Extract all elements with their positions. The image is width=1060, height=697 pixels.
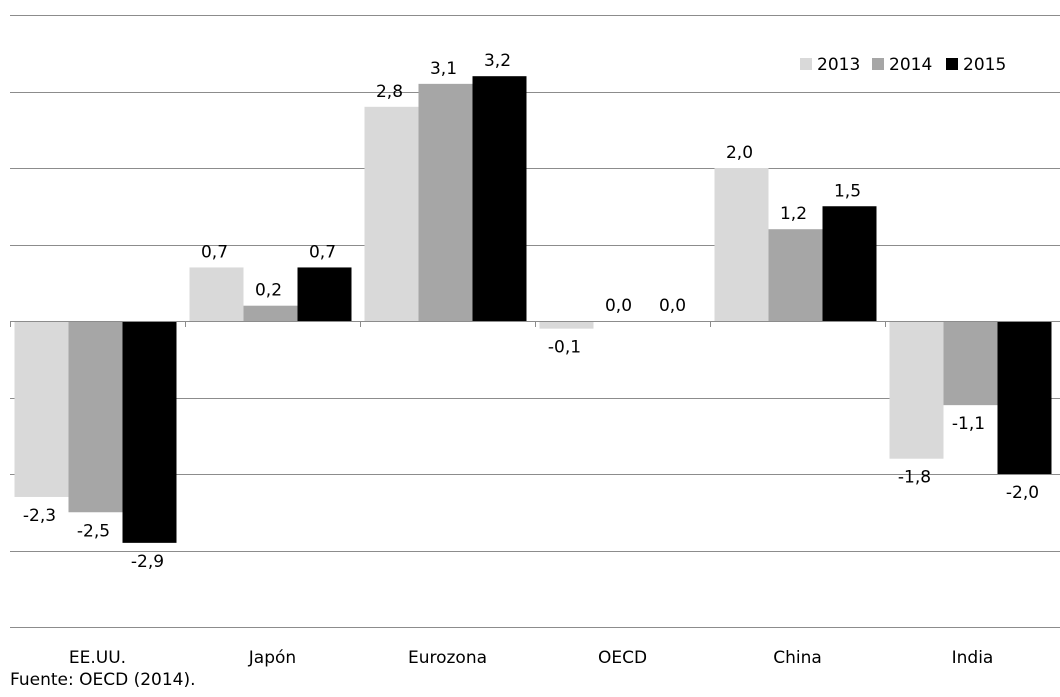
category-label: Japón bbox=[248, 648, 296, 668]
data-label: -2,5 bbox=[77, 521, 110, 541]
bar-2014-1 bbox=[243, 305, 298, 321]
legend-label-2015: 2015 bbox=[963, 55, 1006, 75]
data-label: -1,8 bbox=[898, 468, 931, 488]
bar-2014-5 bbox=[943, 321, 998, 406]
data-label: -1,1 bbox=[952, 414, 985, 434]
category-label: China bbox=[773, 648, 822, 668]
data-label: 0,0 bbox=[605, 296, 632, 316]
legend-label-2013: 2013 bbox=[817, 55, 860, 75]
legend-swatch-2015 bbox=[946, 58, 958, 70]
bar-2013-0 bbox=[14, 321, 69, 497]
data-label: 2,0 bbox=[726, 143, 753, 163]
data-label: 0,7 bbox=[309, 242, 336, 262]
legend-swatch-2013 bbox=[800, 58, 812, 70]
data-label: 1,2 bbox=[780, 204, 807, 224]
data-label: 1,5 bbox=[834, 181, 861, 201]
bar-2014-4 bbox=[768, 229, 823, 321]
bar-2013-2 bbox=[364, 106, 419, 321]
data-label: 2,8 bbox=[376, 82, 403, 102]
data-label: -2,0 bbox=[1006, 483, 1039, 503]
bar-2013-3 bbox=[539, 321, 594, 329]
legend-label-2014: 2014 bbox=[889, 55, 932, 75]
data-label: -0,1 bbox=[548, 338, 581, 358]
category-label: Eurozona bbox=[408, 648, 487, 668]
data-label: 3,1 bbox=[430, 59, 457, 79]
bar-2015-5 bbox=[997, 321, 1052, 474]
bar-2015-1 bbox=[297, 267, 352, 321]
data-label: -2,9 bbox=[131, 552, 164, 572]
legend-swatch-2014 bbox=[872, 58, 884, 70]
bar-2015-4 bbox=[822, 206, 877, 321]
bar-2015-2 bbox=[472, 76, 527, 321]
data-label: 0,2 bbox=[255, 281, 282, 301]
bar-2013-5 bbox=[889, 321, 944, 459]
bar-2013-1 bbox=[189, 267, 244, 321]
data-label: -2,3 bbox=[23, 506, 56, 526]
category-label: India bbox=[952, 648, 994, 668]
data-label: 3,2 bbox=[484, 51, 511, 71]
category-label: OECD bbox=[598, 648, 647, 668]
data-label: 0,0 bbox=[659, 296, 686, 316]
bar-2014-0 bbox=[68, 321, 123, 513]
source-note: Fuente: OECD (2014). bbox=[10, 670, 196, 690]
category-label: EE.UU. bbox=[69, 648, 126, 668]
data-label: 0,7 bbox=[201, 242, 228, 262]
bar-2013-4 bbox=[714, 168, 769, 321]
bar-2015-0 bbox=[122, 321, 177, 543]
bar-2014-2 bbox=[418, 83, 473, 321]
